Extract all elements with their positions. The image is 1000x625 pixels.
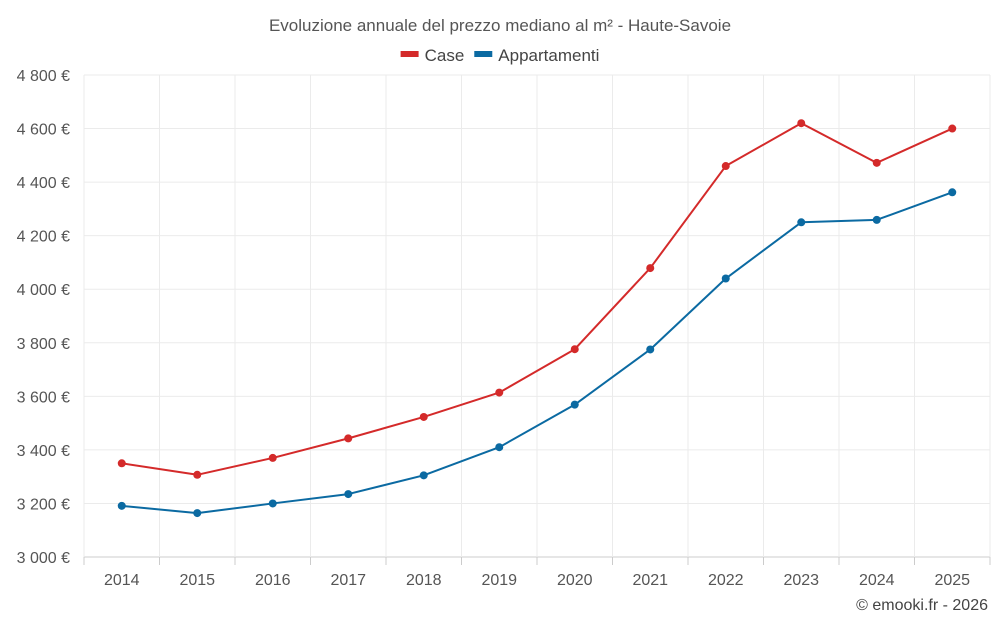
series-case [117, 119, 957, 479]
x-tick-label: 2016 [255, 572, 291, 589]
x-tick-label: 2020 [557, 572, 593, 589]
x-tick-label: 2019 [481, 572, 517, 589]
legend-label: Appartamenti [498, 46, 599, 65]
data-point-appartamenti[interactable] [495, 443, 504, 452]
data-point-case[interactable] [419, 412, 428, 421]
data-point-case[interactable] [646, 264, 655, 273]
chart-title: Evoluzione annuale del prezzo mediano al… [269, 16, 731, 35]
data-point-appartamenti[interactable] [646, 345, 655, 354]
data-point-case[interactable] [948, 124, 957, 133]
data-point-case[interactable] [193, 470, 202, 479]
data-point-case[interactable] [117, 459, 126, 468]
data-point-appartamenti[interactable] [193, 509, 202, 518]
gridlines [83, 74, 991, 558]
data-point-case[interactable] [872, 158, 881, 167]
x-tick-label: 2015 [179, 572, 215, 589]
series-layer [117, 119, 957, 518]
data-point-case[interactable] [268, 453, 277, 462]
legend-item-case[interactable]: Case [400, 46, 465, 65]
legend-swatch [400, 51, 419, 57]
y-tick-label: 4 600 € [17, 122, 70, 139]
data-point-case[interactable] [495, 388, 504, 397]
data-point-appartamenti[interactable] [872, 215, 881, 224]
legend-label: Case [425, 46, 465, 65]
x-tick-label: 2025 [934, 572, 970, 589]
x-tick-label: 2014 [104, 572, 140, 589]
legend: Case Appartamenti [400, 46, 599, 65]
y-tick-label: 4 400 € [17, 175, 70, 192]
series-line-appartamenti [121, 191, 953, 515]
credit-text: © emooki.fr - 2026 [856, 597, 988, 614]
y-tick-label: 4 000 € [17, 282, 70, 299]
x-tick-label: 2022 [708, 572, 744, 589]
y-tick-label: 3 600 € [17, 389, 70, 406]
series-appartamenti [117, 188, 957, 518]
series-line-case [121, 122, 953, 476]
x-axis: 2014 2015 2016 2017 2018 2019 2020 2021 2022 2023… [83, 557, 991, 589]
data-point-appartamenti[interactable] [948, 188, 957, 197]
data-point-appartamenti[interactable] [721, 274, 730, 283]
y-tick-label: 3 800 € [17, 336, 70, 353]
x-tick-label: 2024 [859, 572, 895, 589]
y-axis: 3 000 € 3 200 € 3 400 € 3 600 € 3 800 € 4 000… [17, 68, 70, 567]
y-tick-label: 3 400 € [17, 443, 70, 460]
y-tick-label: 3 000 € [17, 550, 70, 567]
data-point-case[interactable] [344, 434, 353, 443]
data-point-appartamenti[interactable] [797, 218, 806, 227]
y-tick-label: 4 800 € [17, 68, 70, 85]
x-tick-label: 2023 [783, 572, 819, 589]
x-tick-label: 2017 [330, 572, 366, 589]
data-point-appartamenti[interactable] [268, 499, 277, 508]
y-tick-label: 4 200 € [17, 229, 70, 246]
legend-item-appartamenti[interactable]: Appartamenti [474, 46, 599, 65]
x-tick-label: 2021 [632, 572, 668, 589]
data-point-appartamenti[interactable] [419, 471, 428, 480]
data-point-appartamenti[interactable] [117, 501, 126, 510]
data-point-case[interactable] [721, 162, 730, 171]
data-point-case[interactable] [570, 345, 579, 354]
x-tick-label: 2018 [406, 572, 442, 589]
legend-swatch [474, 51, 493, 57]
y-tick-label: 3 200 € [17, 496, 70, 513]
data-point-case[interactable] [797, 119, 806, 128]
data-point-appartamenti[interactable] [570, 400, 579, 409]
data-point-appartamenti[interactable] [344, 490, 353, 499]
